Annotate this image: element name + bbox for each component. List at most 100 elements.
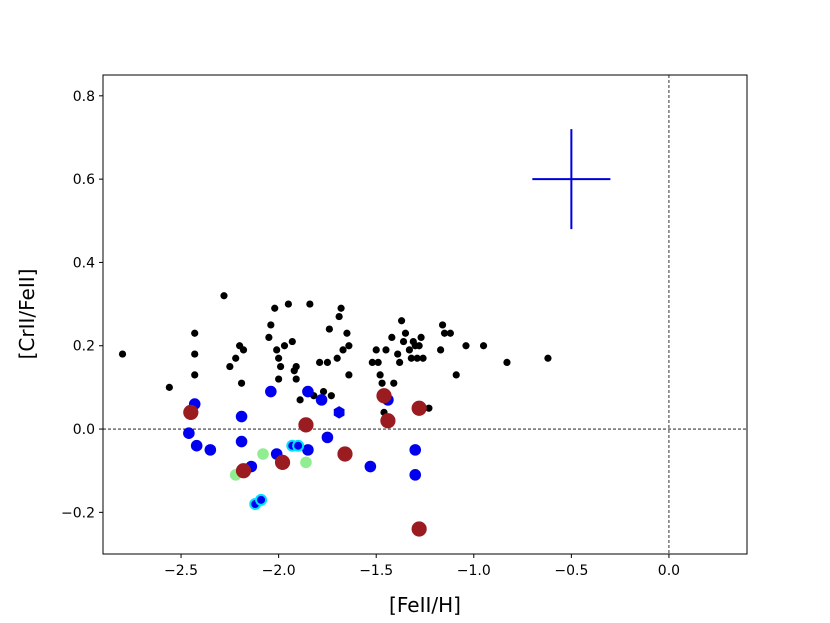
data-point <box>239 346 248 354</box>
data-point <box>257 448 269 460</box>
data-point <box>333 354 341 362</box>
data-point <box>315 394 328 406</box>
data-point <box>411 400 427 416</box>
data-point <box>302 385 314 398</box>
data-point <box>438 321 447 329</box>
data-point <box>235 463 252 479</box>
y-tick-label: 0.4 <box>73 255 95 271</box>
data-point <box>544 354 552 362</box>
data-point <box>183 404 199 420</box>
data-point <box>118 350 127 358</box>
data-point <box>368 358 376 366</box>
data-point <box>382 346 390 354</box>
data-point <box>323 358 332 366</box>
data-point <box>397 317 406 325</box>
data-point <box>394 350 402 358</box>
data-point <box>275 375 283 383</box>
data-point <box>302 444 314 456</box>
data-point <box>337 446 353 462</box>
data-point <box>296 396 304 404</box>
data-point <box>165 383 173 391</box>
data-point <box>183 427 195 440</box>
y-tick-label: 0.2 <box>73 339 95 355</box>
data-point <box>396 358 404 366</box>
data-point <box>337 304 345 312</box>
y-tick-label: −0.2 <box>61 505 95 521</box>
data-point <box>374 358 382 366</box>
data-point <box>319 387 328 396</box>
data-point <box>191 371 199 379</box>
data-point <box>335 312 343 321</box>
data-point <box>190 439 203 452</box>
data-point <box>265 333 273 342</box>
data-point <box>292 362 300 371</box>
y-tick-label: 0.6 <box>73 172 95 188</box>
data-point <box>425 404 433 412</box>
data-point <box>273 346 281 354</box>
x-tick-label: −2.0 <box>262 563 296 579</box>
plot-frame <box>102 74 748 555</box>
x-tick-label: −1.0 <box>457 563 491 579</box>
data-point <box>298 417 314 433</box>
data-point <box>399 337 408 346</box>
data-point <box>345 342 353 350</box>
data-points <box>118 292 552 537</box>
data-point <box>284 300 292 308</box>
data-point <box>437 346 445 354</box>
data-point <box>413 354 421 362</box>
data-point <box>388 333 396 342</box>
data-point <box>255 493 268 506</box>
data-point <box>191 350 199 358</box>
data-point <box>407 354 415 362</box>
data-point <box>237 379 246 387</box>
data-point <box>376 371 384 379</box>
data-point <box>327 392 335 400</box>
error-bar <box>532 129 611 230</box>
data-point <box>235 410 248 423</box>
data-point <box>292 375 300 383</box>
data-point <box>401 329 410 337</box>
data-point <box>275 354 283 362</box>
y-axis-ticks: −0.2 0.0 0.2 0.4 0.6 0.8 <box>61 89 103 521</box>
data-point <box>325 325 333 333</box>
data-point <box>380 413 396 429</box>
data-point <box>479 342 488 350</box>
data-point <box>292 439 305 452</box>
data-point <box>452 371 460 379</box>
data-point <box>415 342 423 350</box>
y-tick-label: 0.8 <box>73 89 95 105</box>
data-point <box>321 431 334 444</box>
data-point <box>343 329 351 337</box>
data-point <box>440 329 449 337</box>
data-point <box>345 371 353 379</box>
data-point <box>220 292 228 300</box>
x-tick-label: −0.5 <box>554 563 588 579</box>
data-point <box>333 406 345 419</box>
x-axis-label: [FeII/H] <box>389 593 461 617</box>
data-point <box>191 329 199 337</box>
data-point <box>306 300 314 308</box>
data-point <box>503 358 511 366</box>
data-point <box>280 342 289 350</box>
data-point <box>419 354 427 362</box>
data-point <box>390 379 398 387</box>
data-point <box>372 346 380 354</box>
data-point <box>274 454 291 470</box>
data-point <box>364 460 377 473</box>
x-axis-ticks: −2.5 −2.0 −1.5 −1.0 −0.5 0.0 <box>164 554 680 579</box>
y-tick-label: 0.0 <box>73 422 95 438</box>
x-tick-label: −1.5 <box>359 563 393 579</box>
data-point <box>446 329 454 337</box>
x-tick-label: −2.5 <box>164 563 198 579</box>
data-point <box>339 346 347 354</box>
data-point <box>316 358 324 366</box>
data-point <box>378 379 386 387</box>
data-point <box>300 456 312 469</box>
x-tick-label: 0.0 <box>658 563 680 579</box>
data-point <box>204 444 217 456</box>
data-point <box>411 521 427 537</box>
data-point <box>288 337 296 346</box>
data-point <box>376 388 392 404</box>
data-point <box>409 469 422 481</box>
